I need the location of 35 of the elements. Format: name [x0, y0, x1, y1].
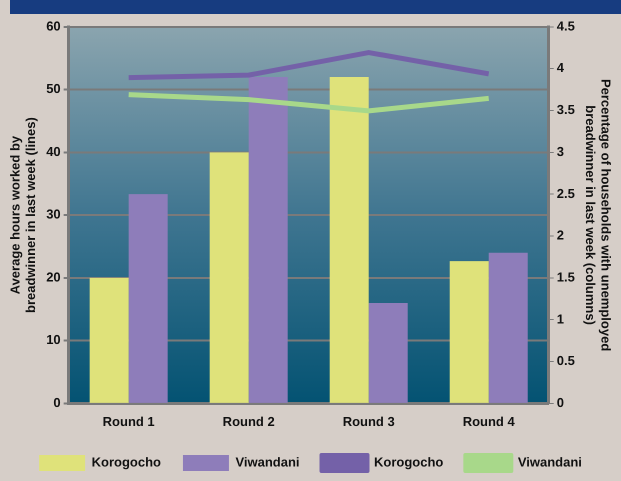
x-tick-label: Round 1	[102, 414, 155, 429]
y-tick-label: 40	[46, 144, 61, 159]
legend-label: Viwandani	[235, 454, 300, 470]
bar	[488, 252, 528, 403]
y2-tick-label: 4	[556, 60, 565, 76]
x-tick-label: Round 2	[222, 414, 275, 429]
bar	[368, 302, 408, 403]
bar	[210, 152, 249, 403]
y2-tick-label: 2.5	[556, 186, 575, 201]
y2-tick-label: 3.5	[556, 102, 575, 118]
y-tick-label: 20	[46, 269, 61, 284]
bar	[90, 278, 129, 403]
y2-tick-label: 3	[556, 144, 564, 159]
y-axis-title: Average hours worked by breadwinner in last week (lines)	[7, 117, 38, 313]
legend-label: Korogocho	[374, 454, 444, 470]
y-tick-label: 30	[46, 206, 61, 222]
y-tick-label: 50	[46, 81, 61, 96]
legend-label: Viwandani	[518, 454, 582, 470]
x-tick-label: Round 3	[342, 414, 395, 429]
y2-axis-title: Percentage of households with unemployed breadwinner in last week (columns)	[583, 78, 614, 352]
y-tick-label: 10	[46, 332, 61, 348]
y2-tick-label: 1	[556, 311, 564, 326]
legend-label: Korogocho	[92, 454, 162, 470]
y2-tick-label: 0.5	[556, 353, 575, 368]
bar	[330, 77, 369, 403]
bar	[248, 77, 288, 403]
y2-tick-label: 1.5	[556, 269, 575, 284]
x-tick-label: Round 4	[462, 414, 516, 429]
y-tick-label: 0	[53, 394, 61, 410]
bar	[128, 194, 168, 403]
bar	[450, 261, 489, 403]
y-tick-label: 60	[46, 18, 61, 34]
y2-tick-label: 0	[556, 394, 564, 410]
y2-tick-label: 4.5	[556, 18, 575, 34]
y2-tick-label: 2	[556, 228, 564, 243]
